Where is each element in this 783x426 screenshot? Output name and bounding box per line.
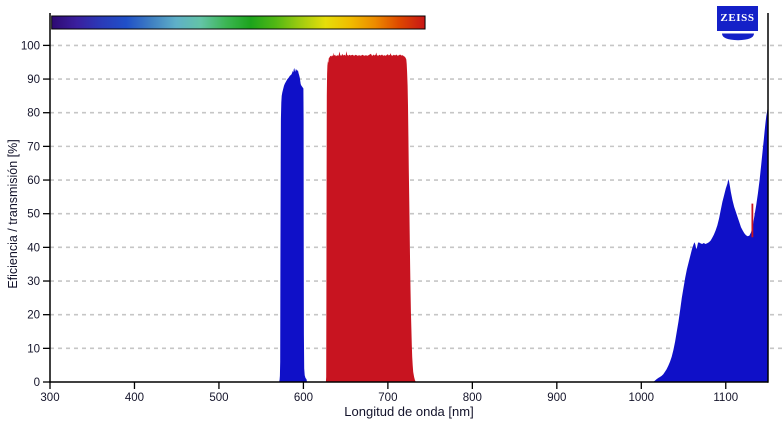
x-tick-label-500: 500 <box>209 392 228 404</box>
visible-spectrum-bar <box>51 15 426 30</box>
y-tick-label-80: 80 <box>27 108 40 120</box>
zeiss-logo: ZEISS <box>717 6 758 41</box>
y-tick-label-90: 90 <box>27 74 40 86</box>
x-tick-label-600: 600 <box>294 392 313 404</box>
series-band-ir-1020-1150nm <box>653 106 768 382</box>
y-tick-label-70: 70 <box>27 141 40 153</box>
x-tick-label-800: 800 <box>463 392 482 404</box>
zeiss-lens-icon <box>721 33 754 41</box>
zeiss-logo-box: ZEISS <box>717 6 758 31</box>
x-tick-label-700: 700 <box>378 392 397 404</box>
y-tick-label-30: 30 <box>27 276 40 288</box>
x-tick-label-300: 300 <box>40 392 59 404</box>
x-tick-label-900: 900 <box>547 392 566 404</box>
y-tick-label-60: 60 <box>27 175 40 187</box>
series-group <box>279 51 768 382</box>
x-tick-label-1000: 1000 <box>628 392 654 404</box>
y-tick-label-100: 100 <box>21 40 40 52</box>
zeiss-logo-text: ZEISS <box>720 12 755 24</box>
series-band-red-630-730nm <box>325 51 416 382</box>
y-tick-label-20: 20 <box>27 310 40 322</box>
y-axis-title: Eficiencia / transmisión [%] <box>6 139 20 289</box>
y-tick-label-50: 50 <box>27 209 40 221</box>
y-tick-label-40: 40 <box>27 242 40 254</box>
y-tick-label-10: 10 <box>27 343 40 355</box>
x-axis-title: Longitud de onda [nm] <box>344 404 474 419</box>
series-band-blue-590nm <box>279 68 307 382</box>
x-tick-label-1100: 1100 <box>713 392 738 404</box>
x-tick-label-400: 400 <box>125 392 144 404</box>
y-tick-label-0: 0 <box>34 377 40 389</box>
